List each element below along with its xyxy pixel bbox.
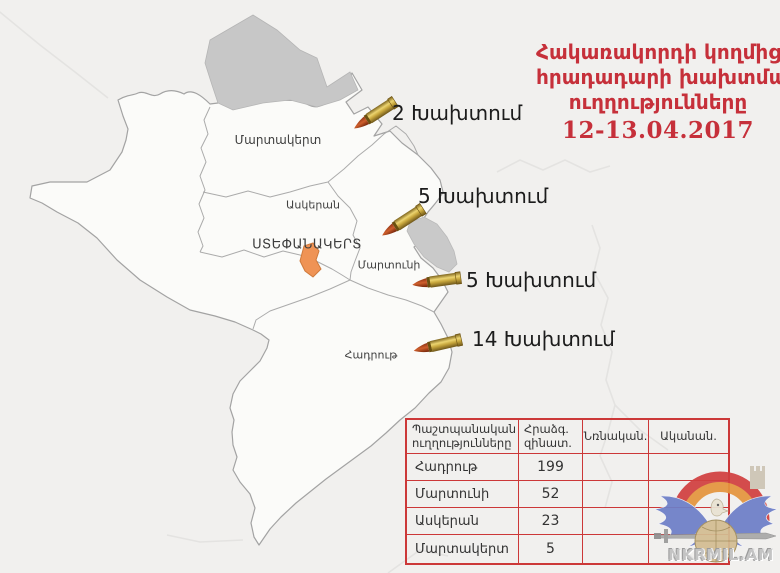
violation-label-2: 5 Խախտում bbox=[418, 184, 549, 208]
table-row-direction: Հադրութ bbox=[407, 453, 518, 480]
title-date: 12-13.04.2017 bbox=[561, 117, 755, 144]
fortress-icon bbox=[750, 466, 765, 489]
violation-label-1: 2 Խախտում bbox=[392, 101, 523, 125]
header-line: Հրաձգ. bbox=[524, 421, 569, 436]
region-label-hadrut: Հադրութ bbox=[344, 348, 398, 362]
table-row-firearm: 52 bbox=[518, 480, 582, 507]
table-row-mortar bbox=[648, 480, 728, 507]
table-row-mortar bbox=[648, 453, 728, 480]
table-row-direction: Ասկերան bbox=[407, 507, 518, 534]
table-row-firearm: 5 bbox=[518, 534, 582, 563]
region-label-martakert: Մարտակերտ bbox=[234, 133, 322, 147]
table-row-direction: Մարտունի bbox=[407, 480, 518, 507]
capital-label: ՍՏԵՓԱՆԱԿԵՐՏ bbox=[252, 237, 362, 253]
title-line-1: Հակառակորդի կողմից bbox=[536, 40, 780, 64]
eagle-head-icon bbox=[710, 498, 730, 517]
title-line-3: ուղղությունները bbox=[568, 90, 748, 114]
district-borders bbox=[197, 106, 435, 330]
background-border-lines bbox=[0, 11, 669, 573]
table-header-grenade: Նռնական. bbox=[582, 420, 648, 453]
table-header-mortar: Ականան. bbox=[648, 420, 728, 453]
capital-region bbox=[299, 242, 322, 278]
violation-label-3: 5 Խախտում bbox=[466, 268, 597, 292]
header-line: Պաշտպանական bbox=[412, 421, 517, 436]
table-row-direction: Մարտակերտ bbox=[407, 534, 518, 563]
occupied-region-north bbox=[204, 14, 359, 111]
occupied-region-east bbox=[406, 216, 458, 273]
header-line: ուղղությունները bbox=[412, 435, 512, 450]
eagle-wings-icon bbox=[653, 495, 779, 548]
defense-army-emblem-icon bbox=[653, 466, 779, 563]
table-header-firearm: Հրաձգ. զինատ. bbox=[518, 420, 582, 453]
table-row-grenade bbox=[582, 507, 648, 534]
watermark: NKRMIL.AM bbox=[668, 546, 774, 564]
violation-label-4: 14 Խախտում bbox=[472, 327, 615, 351]
title: Հակառակորդի կողմից հրադադարի խախտման ուղ… bbox=[536, 40, 780, 143]
table-row-firearm: 23 bbox=[518, 507, 582, 534]
header-line: զինատ. bbox=[524, 435, 572, 450]
region-label-askeran: Ասկերան bbox=[285, 198, 341, 212]
globe-icon bbox=[694, 519, 738, 563]
table-row-grenade bbox=[582, 453, 648, 480]
table-row-firearm: 199 bbox=[518, 453, 582, 480]
region-label-martuni: Մարտունի bbox=[357, 258, 421, 272]
title-line-2: հրադադարի խախտման bbox=[536, 65, 780, 89]
table-row-grenade bbox=[582, 534, 648, 563]
table-row-grenade bbox=[582, 480, 648, 507]
table-header-directions: Պաշտպանական ուղղությունները bbox=[407, 420, 518, 453]
